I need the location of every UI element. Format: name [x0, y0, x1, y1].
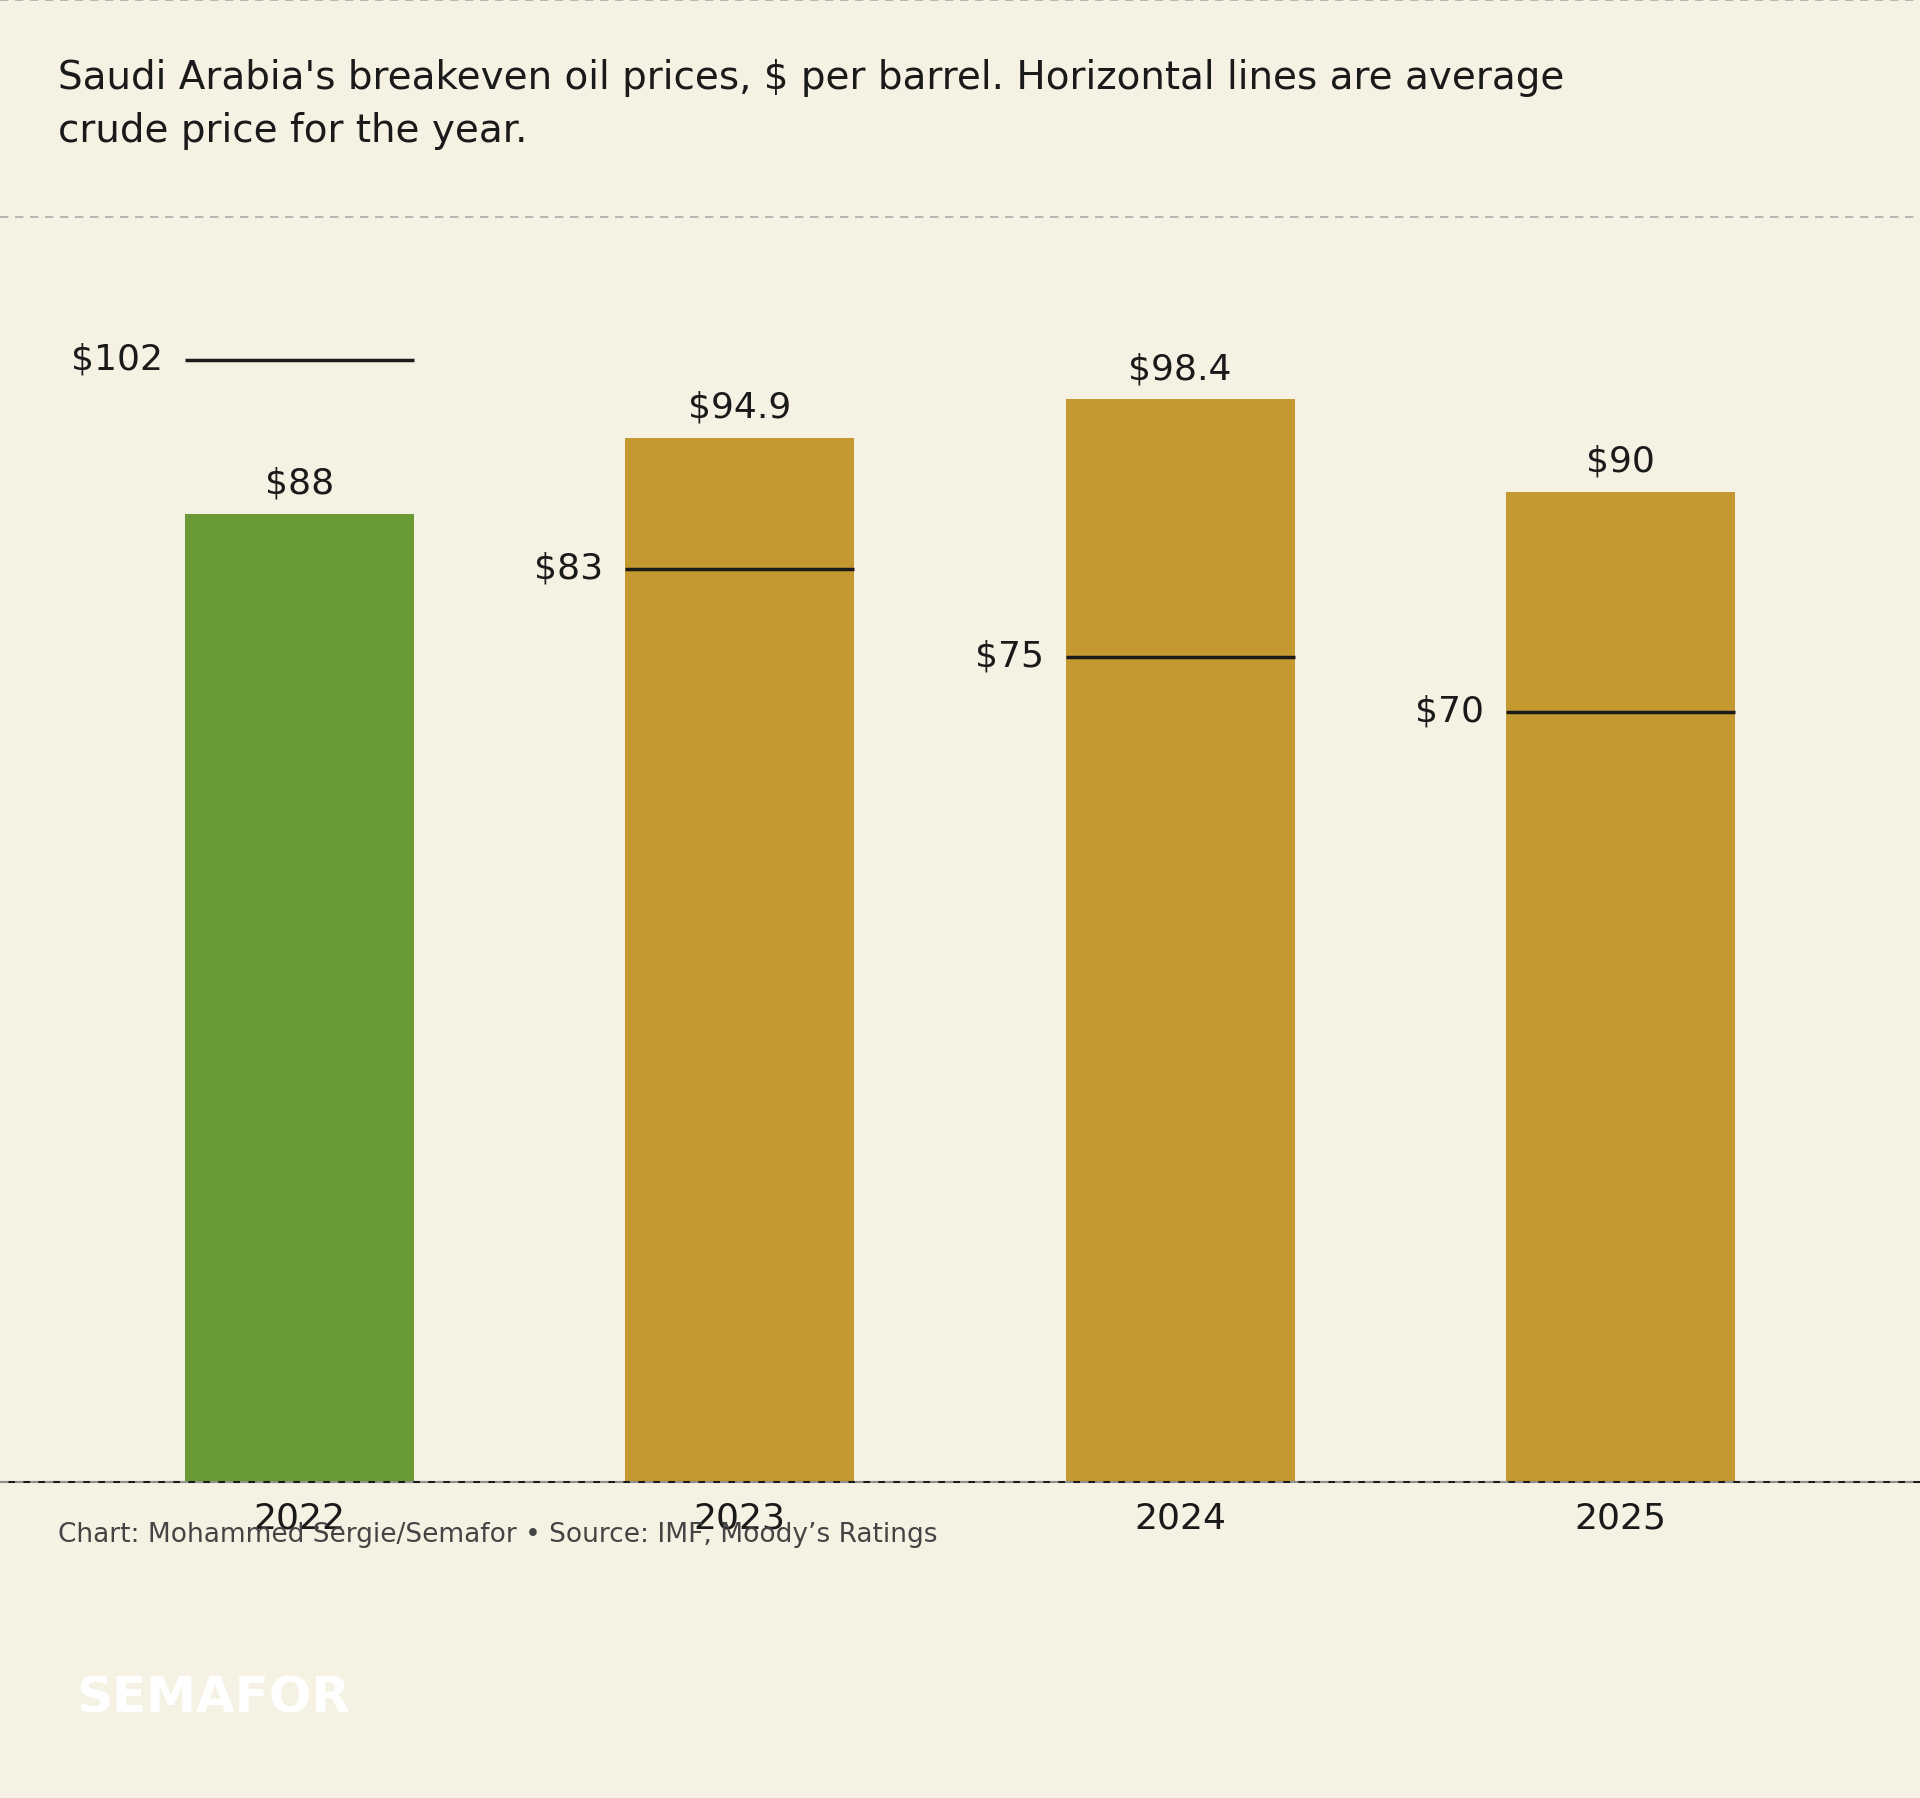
- Text: $90: $90: [1586, 444, 1655, 478]
- Text: $102: $102: [71, 343, 163, 378]
- Text: Chart: Mohammed Sergie/Semafor • Source: IMF, Moody’s Ratings: Chart: Mohammed Sergie/Semafor • Source:…: [58, 1521, 937, 1548]
- Text: $83: $83: [534, 552, 603, 586]
- Bar: [626, 439, 854, 1482]
- Text: $98.4: $98.4: [1129, 352, 1233, 387]
- Text: $75: $75: [975, 640, 1044, 674]
- Text: $88: $88: [265, 467, 334, 500]
- Bar: [184, 514, 415, 1482]
- Bar: [1505, 493, 1736, 1482]
- Text: $94.9: $94.9: [687, 390, 791, 424]
- Text: SEMAFOR: SEMAFOR: [77, 1674, 351, 1722]
- Bar: [1066, 399, 1294, 1482]
- Text: $70: $70: [1415, 694, 1484, 728]
- Text: Saudi Arabia's breakeven oil prices, $ per barrel. Horizontal lines are average
: Saudi Arabia's breakeven oil prices, $ p…: [58, 59, 1565, 149]
